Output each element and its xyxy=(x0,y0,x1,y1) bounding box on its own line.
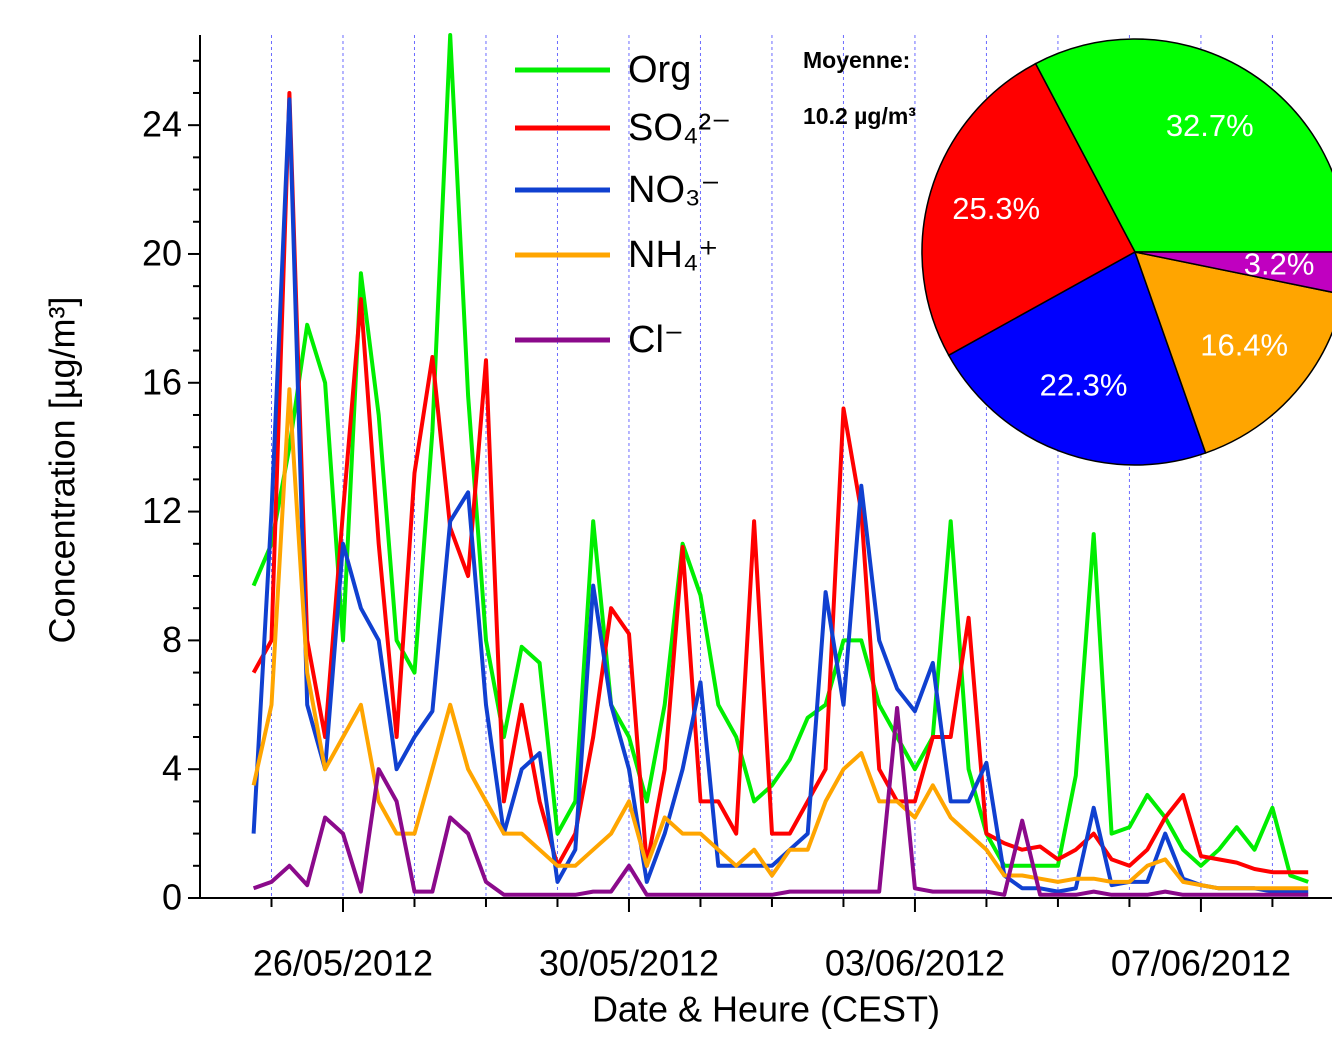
series-line xyxy=(251,91,1309,875)
pie-slice xyxy=(947,250,1207,466)
x-tick-label: 07/06/2012 xyxy=(1111,943,1291,984)
legend-label: Cl⁻ xyxy=(628,319,684,361)
pie-slice xyxy=(921,62,1137,357)
y-tick-label: 20 xyxy=(142,232,182,273)
legend-label: NO₃⁻ xyxy=(628,169,721,211)
x-tick-label: 30/05/2012 xyxy=(539,943,719,984)
series-line xyxy=(252,706,1309,897)
x-axis-label: Date & Heure (CEST) xyxy=(592,989,940,1030)
y-axis-label: Concentration [µg/m³] xyxy=(42,297,83,644)
x-tick-label: 26/05/2012 xyxy=(253,943,433,984)
pie-label: 25.3% xyxy=(952,191,1040,226)
legend-label: Org xyxy=(628,49,691,91)
pie-label: 22.3% xyxy=(1040,368,1128,403)
pie-label: 32.7% xyxy=(1166,108,1254,143)
pie-slice xyxy=(1134,251,1332,293)
pie-slice xyxy=(1133,251,1332,454)
legend-label: NH₄⁺ xyxy=(628,234,718,276)
y-tick-label: 24 xyxy=(142,104,182,145)
pie-label: 3.2% xyxy=(1244,247,1315,282)
pie-title: Moyenne: xyxy=(803,47,910,73)
y-tick-label: 0 xyxy=(162,877,182,918)
x-tick-label: 03/06/2012 xyxy=(825,943,1005,984)
pie-slice xyxy=(1034,38,1332,253)
y-tick-label: 8 xyxy=(162,619,182,660)
legend-label: SO₄²⁻ xyxy=(628,107,731,149)
y-tick-label: 4 xyxy=(162,748,182,789)
series-line xyxy=(251,33,1309,884)
y-tick-label: 16 xyxy=(142,361,182,402)
series-line xyxy=(251,387,1309,891)
pie-subtitle: 10.2 µg/m³ xyxy=(803,103,916,129)
pie-label: 16.4% xyxy=(1200,327,1288,362)
y-tick-label: 12 xyxy=(142,490,182,531)
